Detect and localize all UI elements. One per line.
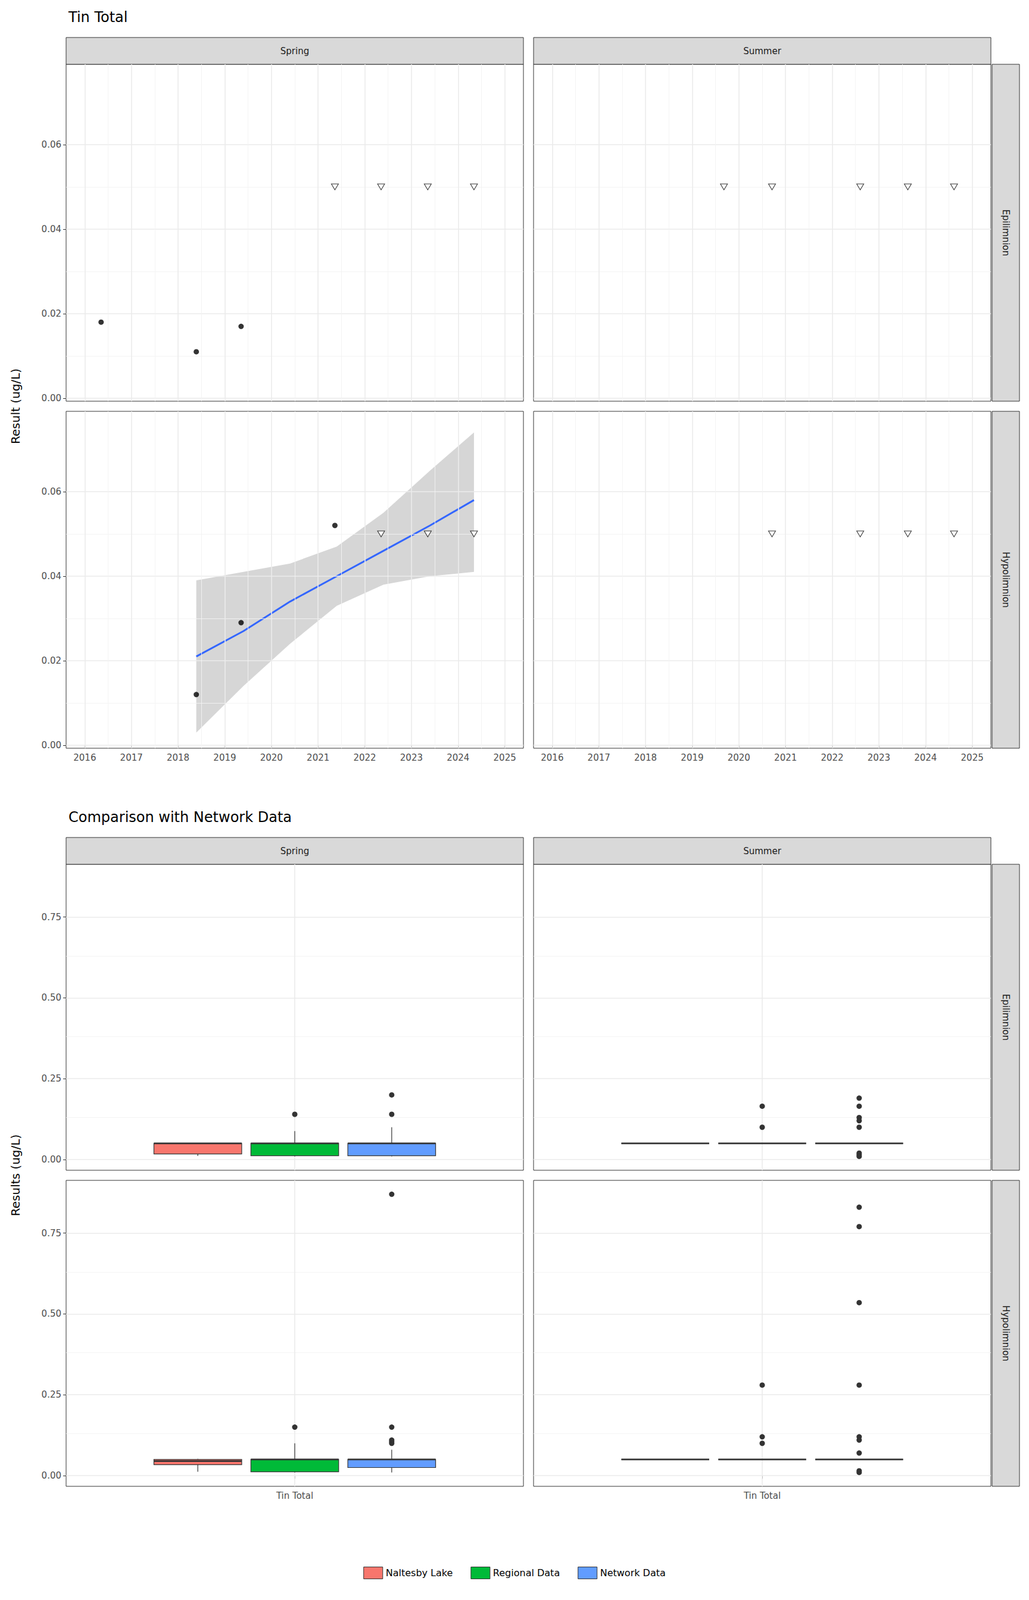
svg-text:Network Data: Network Data bbox=[600, 1567, 666, 1580]
svg-text:Summer: Summer bbox=[743, 846, 782, 857]
svg-text:2018: 2018 bbox=[634, 752, 657, 764]
svg-text:2025: 2025 bbox=[493, 752, 517, 764]
svg-text:0.04: 0.04 bbox=[41, 223, 62, 235]
svg-text:Tin Total: Tin Total bbox=[743, 1491, 781, 1502]
svg-text:2021: 2021 bbox=[774, 752, 797, 764]
svg-text:0.25: 0.25 bbox=[41, 1389, 62, 1401]
svg-text:2024: 2024 bbox=[914, 752, 937, 764]
svg-text:2022: 2022 bbox=[353, 752, 376, 764]
svg-text:0.50: 0.50 bbox=[41, 1308, 62, 1320]
svg-text:Result (ug/L): Result (ug/L) bbox=[8, 368, 23, 445]
svg-text:2023: 2023 bbox=[867, 752, 891, 764]
svg-text:2019: 2019 bbox=[213, 752, 236, 764]
svg-text:0.25: 0.25 bbox=[41, 1073, 62, 1085]
svg-text:0.04: 0.04 bbox=[41, 571, 62, 582]
svg-text:2024: 2024 bbox=[446, 752, 470, 764]
svg-text:0.00: 0.00 bbox=[41, 1470, 62, 1482]
svg-text:0.75: 0.75 bbox=[41, 1228, 62, 1240]
svg-text:2020: 2020 bbox=[260, 752, 283, 764]
svg-text:2020: 2020 bbox=[727, 752, 751, 764]
svg-text:0.00: 0.00 bbox=[41, 393, 62, 404]
svg-text:2023: 2023 bbox=[400, 752, 423, 764]
svg-text:2025: 2025 bbox=[961, 752, 984, 764]
svg-text:2016: 2016 bbox=[73, 752, 96, 764]
svg-text:Tin Total: Tin Total bbox=[67, 8, 128, 26]
svg-text:2021: 2021 bbox=[306, 752, 330, 764]
svg-text:2019: 2019 bbox=[680, 752, 704, 764]
svg-text:Summer: Summer bbox=[743, 45, 782, 57]
svg-text:2022: 2022 bbox=[820, 752, 844, 764]
svg-text:Regional Data: Regional Data bbox=[493, 1567, 560, 1580]
svg-text:Epilimnion: Epilimnion bbox=[1000, 209, 1012, 257]
svg-text:0.02: 0.02 bbox=[41, 308, 62, 320]
svg-text:Spring: Spring bbox=[280, 45, 310, 57]
svg-text:Epilimnion: Epilimnion bbox=[1000, 994, 1012, 1041]
svg-text:Results (ug/L): Results (ug/L) bbox=[8, 1134, 23, 1217]
svg-text:Hypolimnion: Hypolimnion bbox=[1000, 552, 1012, 608]
svg-text:Tin Total: Tin Total bbox=[275, 1491, 314, 1502]
svg-text:0.50: 0.50 bbox=[41, 992, 62, 1004]
svg-text:0.06: 0.06 bbox=[41, 139, 62, 151]
svg-text:Comparison with Network Data: Comparison with Network Data bbox=[68, 809, 292, 826]
svg-text:2018: 2018 bbox=[166, 752, 190, 764]
svg-text:Naltesby Lake: Naltesby Lake bbox=[385, 1567, 454, 1580]
svg-text:Spring: Spring bbox=[280, 846, 310, 857]
svg-text:0.06: 0.06 bbox=[41, 486, 62, 498]
svg-text:0.00: 0.00 bbox=[41, 1154, 62, 1166]
svg-text:Hypolimnion: Hypolimnion bbox=[1000, 1305, 1012, 1362]
svg-text:0.75: 0.75 bbox=[41, 912, 62, 924]
svg-text:0.00: 0.00 bbox=[41, 740, 62, 751]
svg-text:2017: 2017 bbox=[120, 752, 143, 764]
svg-text:0.02: 0.02 bbox=[41, 655, 62, 667]
svg-text:2017: 2017 bbox=[587, 752, 611, 764]
svg-text:2016: 2016 bbox=[540, 752, 564, 764]
